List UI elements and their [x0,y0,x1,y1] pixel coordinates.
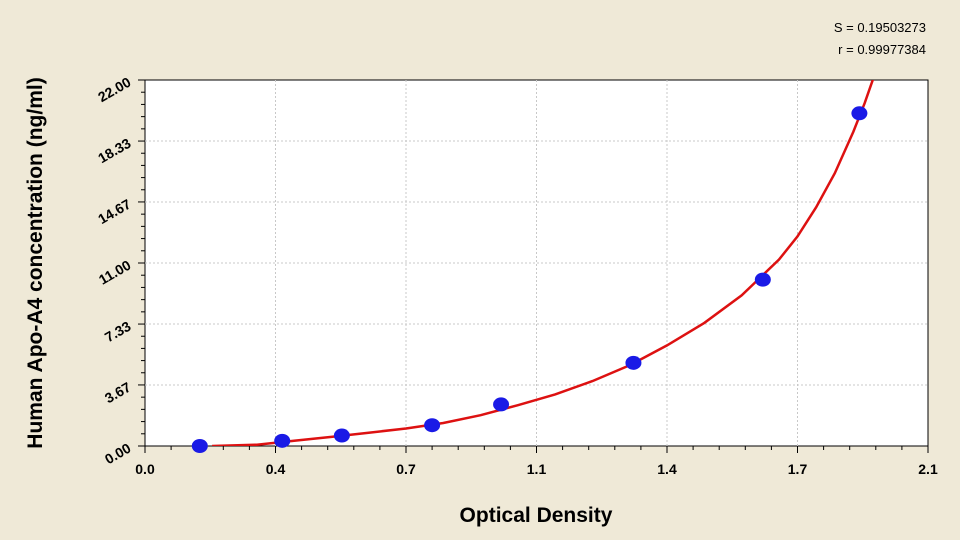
x-tick-label: 1.4 [657,461,677,477]
y-tick-labels: 0.00 3.67 7.33 11.00 14.67 18.33 22.00 [95,74,134,468]
s-statistic: S = 0.19503273 [834,20,926,35]
x-tick-label: 0.0 [135,461,155,477]
fit-curve [212,80,875,446]
x-tick-label: 1.1 [527,461,547,477]
data-point [424,418,441,433]
x-tick-label: 1.7 [788,461,808,477]
y-tick-label: 0.00 [102,440,134,468]
data-points [191,106,868,453]
y-tick-label: 14.67 [95,196,134,227]
y-tick-label: 22.00 [95,74,134,105]
x-axis-title: Optical Density [460,504,613,527]
y-tick-label: 11.00 [96,257,134,288]
x-tick-labels: 0.0 0.4 0.7 1.1 1.4 1.7 2.1 [135,461,938,477]
data-point [754,272,771,287]
y-axis-title: Human Apo-A4 concentration (ng/ml) [24,77,47,448]
y-tick-label: 3.67 [102,379,134,407]
data-point [625,355,642,370]
grid-lines [145,80,928,446]
data-point [333,428,350,443]
data-point [851,106,868,121]
x-tick-label: 2.1 [918,461,938,477]
axes [138,79,929,453]
x-tick-label: 0.4 [266,461,286,477]
y-tick-label: 7.33 [102,318,134,346]
r-statistic: r = 0.99977384 [838,42,926,57]
data-point [191,439,208,453]
y-tick-label: 18.33 [95,135,134,166]
x-tick-label: 0.7 [396,461,416,477]
data-point [274,433,291,448]
data-point [493,397,510,412]
